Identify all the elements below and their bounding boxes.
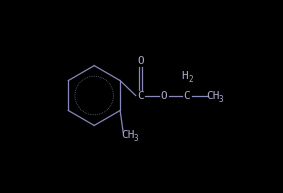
Text: CH: CH — [207, 91, 220, 101]
Text: C: C — [137, 91, 144, 101]
Text: 2: 2 — [188, 75, 193, 84]
Text: H: H — [182, 71, 188, 81]
Text: O: O — [160, 91, 167, 101]
Text: 3: 3 — [134, 135, 138, 143]
Text: O: O — [137, 56, 144, 66]
Text: CH: CH — [122, 130, 135, 140]
Text: C: C — [183, 91, 190, 101]
Text: 3: 3 — [219, 95, 223, 104]
